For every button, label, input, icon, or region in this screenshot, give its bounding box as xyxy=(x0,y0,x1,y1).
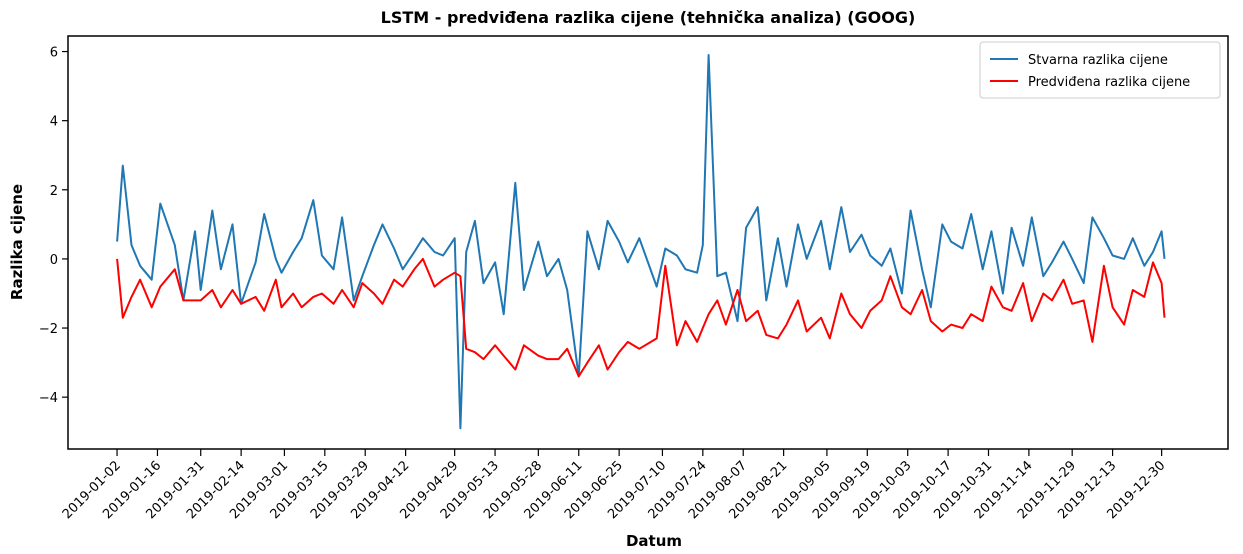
plot-frame xyxy=(67,35,1229,450)
x-axis-label: Datum xyxy=(626,532,682,550)
y-tick-label: 6 xyxy=(50,46,58,61)
y-tick-label: 4 xyxy=(50,115,58,130)
y-tick-label: 2 xyxy=(50,184,58,199)
y-axis-label: Razlika cijene xyxy=(8,184,26,300)
y-tick-label: −2 xyxy=(39,322,58,337)
series-line xyxy=(116,257,1166,378)
chart-title: LSTM - predviđena razlika cijene (tehnič… xyxy=(381,8,916,27)
y-tick-label: −4 xyxy=(39,391,58,406)
legend: Stvarna razlika cijene Predviđena razlika… xyxy=(979,41,1221,99)
series-line xyxy=(116,54,1166,430)
legend-label: Stvarna razlika cijene xyxy=(1028,53,1168,68)
legend-label: Predviđena razlika cijene xyxy=(1028,75,1190,90)
y-tick-label: 0 xyxy=(50,253,58,268)
legend-box xyxy=(979,41,1221,99)
